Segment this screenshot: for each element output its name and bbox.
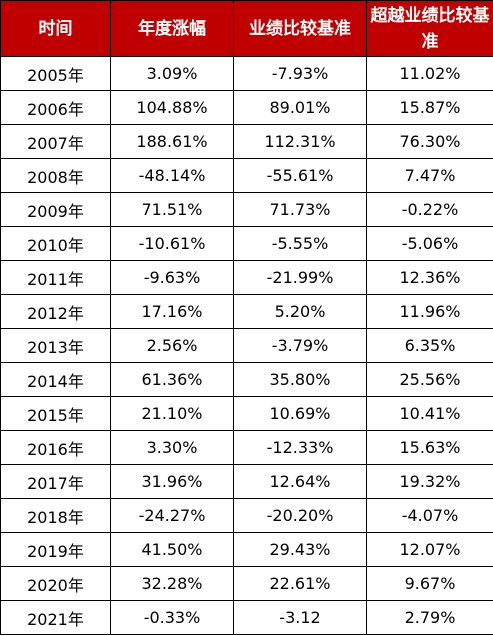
table-row: 2020年 32.28% 22.61% 9.67%	[0, 566, 493, 601]
table-row: 2018年 -24.27% -20.20% -4.07%	[0, 498, 493, 533]
cell-year: 2010年	[0, 226, 111, 261]
table-row: 2005年 3.09% -7.93% 11.02%	[0, 56, 493, 91]
header-annual-return: 年度涨幅	[110, 0, 234, 57]
cell-excess-return: 12.36%	[366, 260, 493, 295]
cell-benchmark: -3.79%	[233, 328, 367, 363]
cell-year: 2021年	[0, 600, 111, 635]
cell-benchmark: -5.55%	[233, 226, 367, 261]
cell-benchmark: 112.31%	[233, 124, 367, 159]
table-row: 2013年 2.56% -3.79% 6.35%	[0, 328, 493, 363]
cell-year: 2016年	[0, 430, 111, 465]
cell-excess-return: 11.02%	[366, 56, 493, 91]
cell-benchmark: -21.99%	[233, 260, 367, 295]
cell-year: 2014年	[0, 362, 111, 397]
cell-benchmark: 29.43%	[233, 532, 367, 567]
cell-year: 2013年	[0, 328, 111, 363]
cell-year: 2015年	[0, 396, 111, 431]
cell-excess-return: 76.30%	[366, 124, 493, 159]
cell-annual-return: 17.16%	[110, 294, 234, 329]
cell-benchmark: -12.33%	[233, 430, 367, 465]
cell-excess-return: 7.47%	[366, 158, 493, 193]
header-year: 时间	[0, 0, 111, 57]
cell-annual-return: 41.50%	[110, 532, 234, 567]
cell-year: 2008年	[0, 158, 111, 193]
header-benchmark: 业绩比较基准	[233, 0, 367, 57]
table-row: 2014年 61.36% 35.80% 25.56%	[0, 362, 493, 397]
cell-annual-return: 21.10%	[110, 396, 234, 431]
cell-benchmark: -20.20%	[233, 498, 367, 533]
cell-excess-return: 19.32%	[366, 464, 493, 499]
cell-year: 2007年	[0, 124, 111, 159]
table-row: 2007年 188.61% 112.31% 76.30%	[0, 124, 493, 159]
cell-annual-return: 3.09%	[110, 56, 234, 91]
table-row: 2006年 104.88% 89.01% 15.87%	[0, 90, 493, 125]
cell-benchmark: 5.20%	[233, 294, 367, 329]
cell-benchmark: -55.61%	[233, 158, 367, 193]
cell-annual-return: 2.56%	[110, 328, 234, 363]
table-row: 2009年 71.51% 71.73% -0.22%	[0, 192, 493, 227]
cell-year: 2018年	[0, 498, 111, 533]
cell-annual-return: 104.88%	[110, 90, 234, 125]
cell-annual-return: 3.30%	[110, 430, 234, 465]
cell-year: 2012年	[0, 294, 111, 329]
table-row: 2016年 3.30% -12.33% 15.63%	[0, 430, 493, 465]
cell-annual-return: -48.14%	[110, 158, 234, 193]
cell-benchmark: 22.61%	[233, 566, 367, 601]
table-row: 2008年 -48.14% -55.61% 7.47%	[0, 158, 493, 193]
cell-excess-return: -4.07%	[366, 498, 493, 533]
cell-excess-return: -0.22%	[366, 192, 493, 227]
cell-excess-return: 15.87%	[366, 90, 493, 125]
cell-annual-return: -24.27%	[110, 498, 234, 533]
table-row: 2011年 -9.63% -21.99% 12.36%	[0, 260, 493, 295]
cell-excess-return: 12.07%	[366, 532, 493, 567]
cell-excess-return: 10.41%	[366, 396, 493, 431]
cell-benchmark: 35.80%	[233, 362, 367, 397]
cell-benchmark: -3.12	[233, 600, 367, 635]
cell-excess-return: 6.35%	[366, 328, 493, 363]
cell-year: 2020年	[0, 566, 111, 601]
cell-annual-return: -0.33%	[110, 600, 234, 635]
cell-annual-return: 32.28%	[110, 566, 234, 601]
cell-benchmark: 12.64%	[233, 464, 367, 499]
table-row: 2012年 17.16% 5.20% 11.96%	[0, 294, 493, 329]
cell-year: 2009年	[0, 192, 111, 227]
cell-year: 2011年	[0, 260, 111, 295]
cell-annual-return: 188.61%	[110, 124, 234, 159]
table-row: 2017年 31.96% 12.64% 19.32%	[0, 464, 493, 499]
cell-year: 2005年	[0, 56, 111, 91]
cell-excess-return: 9.67%	[366, 566, 493, 601]
cell-year: 2017年	[0, 464, 111, 499]
cell-excess-return: 2.79%	[366, 600, 493, 635]
cell-year: 2019年	[0, 532, 111, 567]
cell-excess-return: 11.96%	[366, 294, 493, 329]
cell-annual-return: 31.96%	[110, 464, 234, 499]
table-row: 2019年 41.50% 29.43% 12.07%	[0, 532, 493, 567]
cell-year: 2006年	[0, 90, 111, 125]
cell-excess-return: 25.56%	[366, 362, 493, 397]
table-row: 2010年 -10.61% -5.55% -5.06%	[0, 226, 493, 261]
header-excess-return: 超越业绩比较基准	[366, 0, 493, 57]
table-header: 时间 年度涨幅 业绩比较基准 超越业绩比较基准	[0, 0, 493, 57]
cell-annual-return: -9.63%	[110, 260, 234, 295]
cell-benchmark: -7.93%	[233, 56, 367, 91]
cell-benchmark: 89.01%	[233, 90, 367, 125]
cell-benchmark: 71.73%	[233, 192, 367, 227]
cell-excess-return: -5.06%	[366, 226, 493, 261]
cell-benchmark: 10.69%	[233, 396, 367, 431]
table-row: 2015年 21.10% 10.69% 10.41%	[0, 396, 493, 431]
header-row: 时间 年度涨幅 业绩比较基准 超越业绩比较基准	[0, 0, 493, 57]
table-row: 2021年 -0.33% -3.12 2.79%	[0, 600, 493, 635]
cell-excess-return: 15.63%	[366, 430, 493, 465]
cell-annual-return: 61.36%	[110, 362, 234, 397]
cell-annual-return: 71.51%	[110, 192, 234, 227]
table-body: 2005年 3.09% -7.93% 11.02% 2006年 104.88% 89.01%…	[0, 56, 493, 635]
cell-annual-return: -10.61%	[110, 226, 234, 261]
